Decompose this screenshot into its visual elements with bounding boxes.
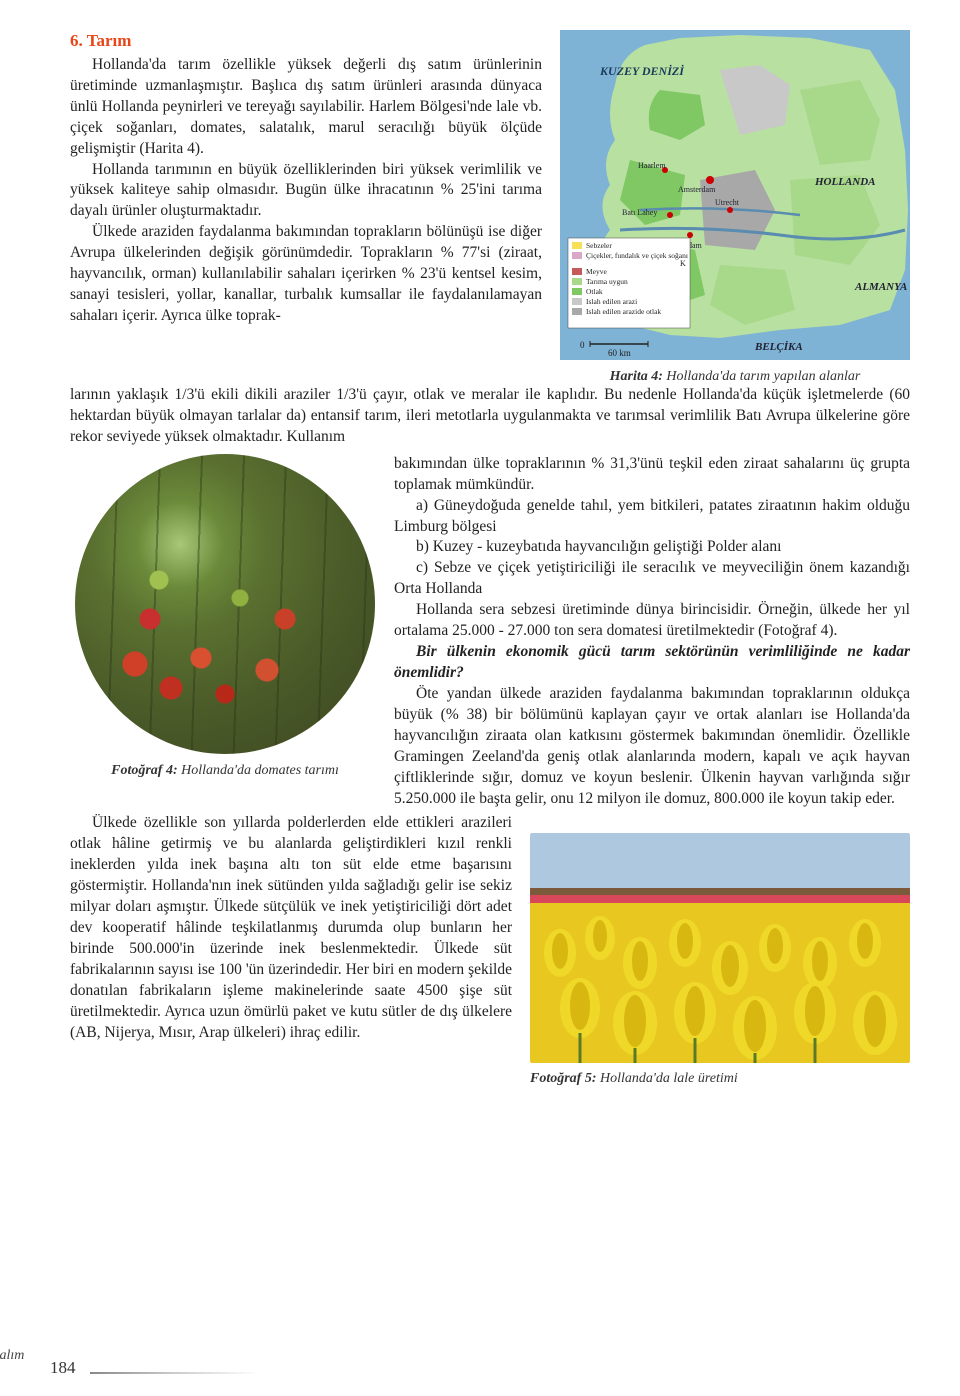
svg-text:Tarıma uygun: Tarıma uygun [586, 277, 628, 286]
svg-text:K: K [680, 259, 686, 268]
right-text-column: bakımından ülke topraklarının % 31,3'ünü… [394, 454, 910, 810]
svg-text:Amsterdam: Amsterdam [678, 185, 716, 194]
map-caption-text: Hollanda'da tarım yapılan alanlar [663, 369, 860, 384]
paragraph-2: Hollanda tarımının en büyük özelliklerin… [70, 160, 542, 223]
bottom-text-column: Ülkede özellikle son yıllarda polderlerd… [70, 813, 512, 1087]
svg-text:60 km: 60 km [608, 348, 631, 358]
svg-text:Otlak: Otlak [586, 287, 603, 296]
paragraph-6: Ülkede özellikle son yıllarda polderlerd… [70, 813, 512, 1043]
top-block: 6. Tarım Hollanda'da tarım özellikle yük… [70, 30, 910, 385]
item-a: a) Güneydoğuda genelde tahıl, yem bitkil… [394, 496, 910, 538]
svg-text:BELÇİKA: BELÇİKA [754, 341, 803, 353]
paragraph-5: Öte yandan ülkede araziden faydalanma ba… [394, 684, 910, 810]
svg-text:HOLLANDA: HOLLANDA [814, 176, 876, 188]
paragraph-1: Hollanda'da tarım özellikle yüksek değer… [70, 55, 542, 160]
footer-rule [90, 1372, 260, 1374]
tomato-row: Fotoğraf 4: Hollanda'da domates tarımı b… [70, 454, 910, 810]
bottom-row: Ülkede özellikle son yıllarda polderlerd… [70, 813, 910, 1087]
svg-text:KUZEY DENİZİ: KUZEY DENİZİ [599, 64, 685, 78]
item-b: b) Kuzey - kuzeybatıda hayvancılığın gel… [394, 537, 910, 558]
tomato-caption-label: Fotoğraf 4: [111, 763, 178, 778]
intro-text-column: 6. Tarım Hollanda'da tarım özellikle yük… [70, 30, 542, 385]
tomato-caption: Fotoğraf 4: Hollanda'da domates tarımı [70, 762, 380, 780]
svg-text:Sebzeler: Sebzeler [586, 241, 612, 250]
page-footer: 184 Ülkeleri Tanıyalım [50, 1348, 260, 1378]
netherlands-map: KUZEY DENİZİ HOLLANDA ALMANYA BELÇİKA Ha… [560, 30, 910, 360]
svg-text:Islah edilen arazi: Islah edilen arazi [586, 297, 637, 306]
tomato-figure: Fotoğraf 4: Hollanda'da domates tarımı [70, 454, 380, 810]
paragraph-3b: larının yaklaşık 1/3'ü ekili dikili araz… [70, 385, 910, 448]
tulip-figure: Fotoğraf 5: Hollanda'da lale üretimi [530, 833, 910, 1087]
mid-bridge-text: larının yaklaşık 1/3'ü ekili dikili araz… [70, 385, 910, 448]
svg-text:ALMANYA: ALMANYA [854, 281, 907, 293]
paragraph-4: Hollanda sera sebzesi üretiminde dünya b… [394, 600, 910, 642]
map-figure: KUZEY DENİZİ HOLLANDA ALMANYA BELÇİKA Ha… [560, 30, 910, 385]
tulip-caption: Fotoğraf 5: Hollanda'da lale üretimi [530, 1071, 910, 1087]
svg-text:Çiçekler, fundalık ve çiçek so: Çiçekler, fundalık ve çiçek soğanı [586, 251, 688, 260]
page: 6. Tarım Hollanda'da tarım özellikle yük… [0, 0, 960, 1396]
para-groups-intro: bakımından ülke topraklarının % 31,3'ünü… [394, 454, 910, 496]
tomato-caption-text: Hollanda'da domates tarımı [178, 763, 339, 778]
svg-text:Haarlem: Haarlem [638, 161, 666, 170]
question-text: Bir ülkenin ekonomik gücü tarım sektörün… [394, 642, 910, 684]
item-c: c) Sebze ve çiçek yetiştiriciliği ile se… [394, 558, 910, 600]
svg-text:Meyve: Meyve [586, 267, 607, 276]
tulip-photo [530, 833, 910, 1063]
tomato-photo [75, 454, 375, 754]
map-caption: Harita 4: Hollanda'da tarım yapılan alan… [560, 369, 910, 385]
footer-title: Ülkeleri Tanıyalım [0, 1348, 260, 1364]
svg-text:0: 0 [580, 340, 585, 350]
svg-text:Batı Lahey: Batı Lahey [622, 208, 657, 217]
svg-text:Islah edilen arazide otlak: Islah edilen arazide otlak [586, 307, 661, 316]
tulip-caption-text: Hollanda'da lale üretimi [597, 1071, 738, 1086]
svg-text:Utrecht: Utrecht [715, 198, 740, 207]
tulip-caption-label: Fotoğraf 5: [530, 1071, 597, 1086]
paragraph-3a: Ülkede araziden faydalanma bakımından to… [70, 222, 542, 327]
map-caption-label: Harita 4: [610, 369, 663, 384]
section-heading: 6. Tarım [70, 30, 542, 53]
